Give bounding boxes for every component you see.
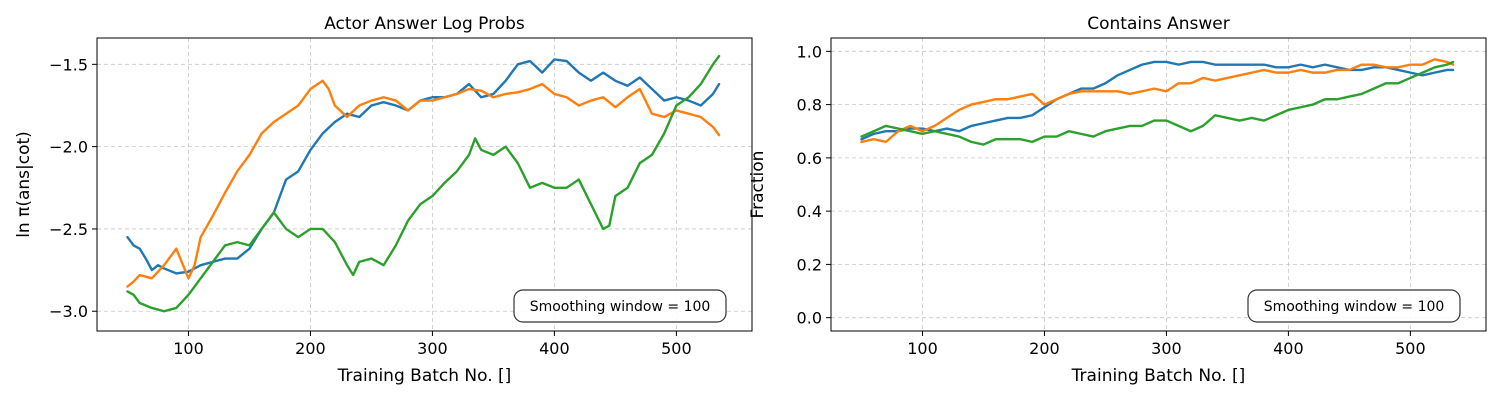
y-tick-label: 0.8 [797, 96, 822, 115]
x-tick-label: 400 [1273, 339, 1304, 358]
y-axis-label: Fraction [748, 151, 768, 219]
annotation-text: Smoothing window = 100 [530, 299, 711, 315]
x-tick-label: 300 [417, 339, 448, 358]
chart-panel: 100 200 300 400 500 −3.0 −2.5 −2.0 −1.5 Actor Ans… [14, 14, 753, 386]
x-tick-label: 300 [1151, 339, 1182, 358]
series-line [126, 54, 721, 313]
series-line [860, 60, 1455, 141]
plot-frame [830, 37, 1487, 332]
y-tick-label: 0.4 [797, 202, 822, 221]
chart-panel: 100 200 300 400 500 0.0 0.2 0.4 0.6 0.8 1.0 Contain… [748, 14, 1487, 386]
series-line [860, 58, 1455, 144]
annotation-text: Smoothing window = 100 [1264, 299, 1445, 315]
series-line [860, 60, 1455, 146]
x-tick-label: 100 [173, 339, 204, 358]
chart-title: Actor Answer Log Probs [324, 14, 525, 34]
x-tick-label: 400 [539, 339, 570, 358]
x-axis-label: Training Batch No. [] [1071, 366, 1246, 386]
series-line [126, 58, 721, 275]
chart-title: Contains Answer [1087, 14, 1230, 34]
y-tick-label: −1.5 [49, 55, 88, 74]
x-axis-label: Training Batch No. [] [337, 366, 512, 386]
y-tick-label: −3.0 [49, 302, 88, 321]
y-tick-label: 1.0 [797, 42, 822, 61]
series-group [126, 54, 721, 313]
y-tick-label: 0.0 [797, 309, 822, 328]
annotation-box [1247, 289, 1461, 323]
y-tick-label: 0.2 [797, 255, 822, 274]
x-tick-label: 200 [295, 339, 326, 358]
annotation-box [513, 289, 727, 323]
x-tick-label: 500 [661, 339, 692, 358]
y-tick-label: 0.6 [797, 149, 822, 168]
x-tick-label: 100 [907, 339, 938, 358]
y-tick-label: −2.5 [49, 220, 88, 239]
plot-frame [96, 37, 753, 332]
series-line [126, 79, 721, 288]
y-tick-label: −2.0 [49, 138, 88, 157]
y-axis-label: ln π(ans|cot) [14, 131, 34, 238]
series-group [860, 58, 1455, 146]
x-tick-label: 200 [1029, 339, 1060, 358]
x-tick-label: 500 [1395, 339, 1426, 358]
